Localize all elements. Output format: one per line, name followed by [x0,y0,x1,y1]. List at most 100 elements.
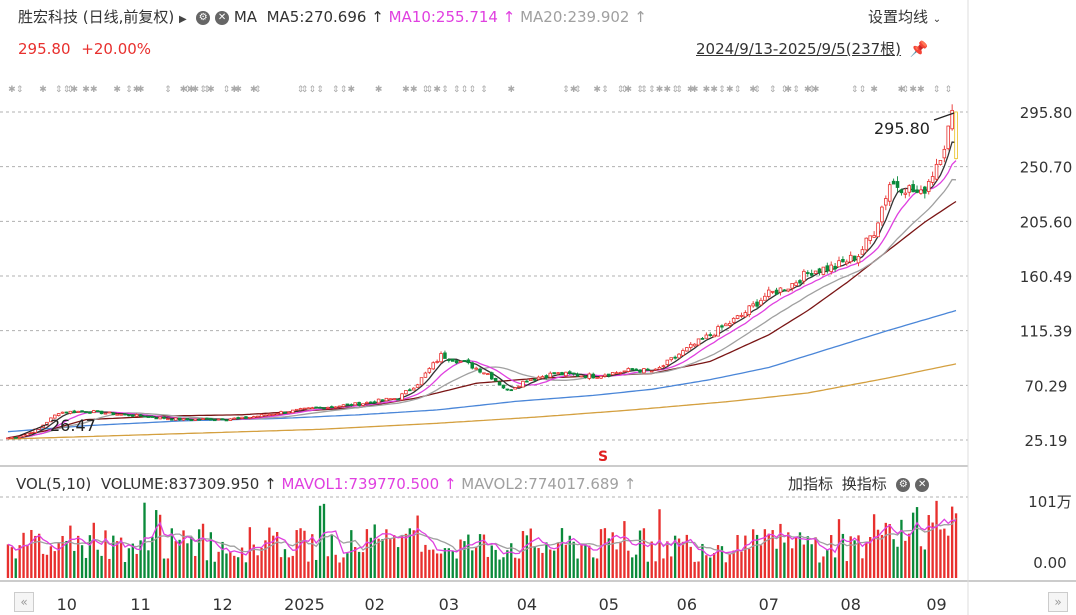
candle-body [166,418,170,421]
candle-body [131,414,135,417]
signal-tick: ⇕ [574,85,582,95]
candle-body [224,419,229,422]
signal-tick: ✱ [410,85,418,95]
candle-body [712,334,716,338]
volume-bar [174,541,177,578]
candle-body [150,415,155,418]
close-icon[interactable]: ✕ [215,10,230,25]
volume-bar [783,542,786,578]
pin-icon[interactable]: 📌 [909,40,929,58]
candle-body [938,160,943,165]
candle-body [271,413,276,416]
switch-indicator-button[interactable]: 换指标 [841,475,887,493]
volume-bar [798,532,802,578]
high-arrow [933,112,955,121]
price-annotations: 295.80 26.47 S [19,112,955,465]
candle-body [400,393,404,401]
candle-body [158,416,162,420]
price-tick-label: 160.49 [1020,268,1073,286]
volume-bar [22,532,25,578]
add-indicator-button[interactable]: 加指标 [788,475,834,493]
stock-label[interactable]: 胜宏科技 (日线,前复权) [18,8,175,26]
volume-bar [919,546,923,578]
candle-body [291,409,295,414]
volume-bar [350,530,353,578]
vol-label[interactable]: VOL(5,10) [16,475,92,493]
up-arrow-icon: ↑ [264,475,277,493]
volume-bar [525,535,529,578]
signal-tick: ⇕ [254,85,262,95]
volume-bar [611,532,614,578]
volume-bar [49,546,53,578]
candle-body [306,407,311,410]
ma5-value: MA5:270.696 [266,8,367,26]
volume-bar [291,555,294,578]
volume-bar [802,544,806,578]
ma-settings-button[interactable]: 设置均线 ⌄ [868,8,941,29]
candle-body [21,434,26,438]
last-price: 295.80 [18,40,71,58]
candle-body [919,189,923,194]
signal-tick: ✱ [687,85,695,95]
candle-body [337,405,342,408]
signal-tick: ✱ [691,85,699,95]
volume-bar [127,548,131,578]
volume-bar [553,550,556,578]
signal-tick: ✱ [570,85,578,95]
candle-body [189,419,194,422]
volume-bar [69,525,72,578]
signal-tick: ✱ [656,85,664,95]
candle-body [68,410,73,414]
candle-body [954,111,958,160]
volume-bar [900,519,903,578]
gear-icon[interactable]: ⚙ [896,477,911,492]
volume-bar [490,545,493,578]
volume-value: VOLUME:837309.950 [100,475,260,493]
candle-body [454,360,459,364]
volume-bar [556,542,560,578]
candle-body [466,359,471,364]
ma20-line [7,178,957,439]
candle-body [548,372,553,378]
mavol2-line [7,517,957,555]
volume-bar [502,557,505,578]
volume-bar [322,503,326,578]
chevron-down-icon: ⌄ [932,14,942,25]
volume-bar [393,535,396,578]
volume-bar [533,546,536,578]
candle-body [197,418,201,421]
volume-bar [911,512,915,578]
candle-body [497,381,502,386]
signal-tick: ⇕ [16,85,24,95]
volume-bar [545,542,548,578]
candle-body [724,323,728,327]
volume-bar [61,535,64,578]
volume-bar [209,532,213,578]
volume-bar [279,557,283,578]
volume-bar [685,534,689,578]
close-icon[interactable]: ✕ [915,477,930,492]
signal-tick: ⇕ [199,85,207,95]
date-range-link[interactable]: 2024/9/13-2025/9/5(237根) [696,40,902,58]
signal-tick: ✱ [137,85,145,95]
volume-bar [822,556,825,578]
volume-bar [334,554,337,578]
scroll-right-button[interactable]: » [1048,592,1068,612]
volume-bar [826,549,829,578]
signal-tick: ✱ [71,85,79,95]
candle-body [185,418,190,421]
candle-body [595,377,599,379]
expand-triangle-icon[interactable]: ▶ [179,14,187,25]
signal-tick: ⇕ [808,85,816,95]
volume-bar [424,544,427,578]
volume-bar [41,553,45,578]
candle-body [318,406,322,409]
scroll-left-button[interactable]: « [14,592,34,612]
signal-tick: ⇕ [164,85,172,95]
signal-tick: ✱ [593,85,601,95]
candle-body [731,317,736,323]
main-chart-header: 胜宏科技 (日线,前复权) ▶ ⚙ ✕ MA MA5:270.696 ↑ MA1… [18,8,647,29]
volume-bar [361,552,365,578]
gear-icon[interactable]: ⚙ [196,10,211,25]
